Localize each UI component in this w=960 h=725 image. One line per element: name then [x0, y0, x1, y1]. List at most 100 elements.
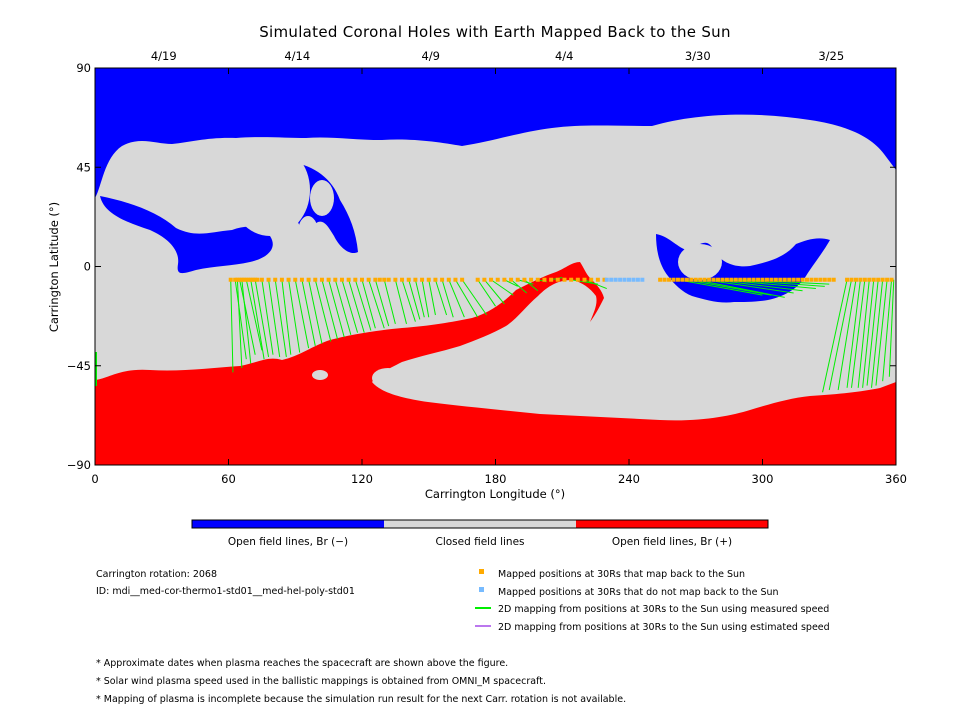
field-line [394, 279, 407, 324]
x-tick-label: 60 [221, 472, 236, 486]
field-line [517, 279, 534, 285]
note-dates: * Approximate dates when plasma reaches … [96, 658, 508, 669]
closed-island-g [678, 244, 722, 280]
date-tick-label: 3/25 [818, 49, 844, 63]
legend-mapped-label: Mapped positions at 30Rs that map back t… [498, 569, 745, 580]
field-line [822, 279, 848, 393]
mapped-point [535, 277, 540, 282]
field-line [401, 279, 416, 322]
mapped-point [326, 277, 331, 282]
field-line [328, 279, 345, 338]
mapped-point [702, 277, 707, 282]
not-mapped-point [627, 277, 631, 282]
mapped-point [420, 277, 425, 282]
field-line [241, 279, 252, 364]
field-line [268, 279, 281, 357]
mapped-point [589, 277, 594, 282]
mapped-point [862, 277, 867, 282]
mapped-point [255, 277, 260, 282]
mapped-point [319, 277, 324, 282]
mapped-point [675, 277, 680, 282]
field-line [677, 279, 763, 296]
mapped-point [849, 277, 854, 282]
mapped-point [733, 277, 738, 282]
field-line [239, 279, 256, 355]
field-line [888, 279, 895, 377]
colorbar-label-negative: Open field lines, Br (−) [228, 536, 348, 548]
field-line [686, 279, 772, 296]
legend: Mapped positions at 30Rs that map back t… [475, 569, 830, 633]
field-line [334, 279, 352, 336]
mapped-point [366, 277, 371, 282]
closed-blob-d [523, 330, 587, 370]
mapped-point [595, 277, 600, 282]
mapped-point [831, 277, 836, 282]
colorbar-open-negative [192, 520, 384, 528]
mapped-point [293, 277, 298, 282]
mapped-point [575, 277, 580, 282]
mapped-point [353, 277, 358, 282]
legend-estimated-label: 2D mapping from positions at 30Rs to the… [498, 622, 830, 633]
field-line [584, 279, 607, 290]
mapped-point [764, 277, 769, 282]
date-tick-label: 3/30 [685, 49, 711, 63]
x-tick-label: 360 [885, 472, 907, 486]
y-tick-label: 45 [76, 160, 91, 174]
field-line [722, 279, 816, 290]
mapped-point [658, 277, 663, 282]
mapped-point [382, 277, 387, 282]
mapped-point [827, 277, 832, 282]
mapped-point [489, 277, 494, 282]
field-line [441, 279, 454, 318]
mapped-point [509, 277, 514, 282]
mapped-point [299, 277, 304, 282]
mapped-point [373, 277, 378, 282]
field-line [731, 279, 825, 287]
mapped-point [239, 277, 244, 282]
field-line [354, 279, 372, 331]
closed-island-a [117, 146, 169, 190]
mapped-point [406, 277, 411, 282]
mapped-point [248, 277, 253, 282]
closed-blob-b [372, 368, 404, 388]
field-line [846, 279, 861, 388]
note-speed-source: * Solar wind plasma speed used in the ba… [96, 676, 546, 687]
x-tick-label: 120 [351, 472, 373, 486]
mapped-point [818, 277, 823, 282]
y-tick-label: −90 [67, 458, 91, 472]
field-line [866, 279, 879, 386]
mapped-point [555, 277, 560, 282]
mapped-point [250, 277, 255, 282]
field-line [348, 279, 365, 333]
mapped-point [760, 277, 765, 282]
field-line [294, 279, 310, 349]
mapped-point [562, 277, 567, 282]
colorbar-open-positive [576, 520, 768, 528]
field-line [428, 279, 436, 316]
mapped-point [796, 277, 801, 282]
closed-island-e [298, 216, 318, 248]
field-line [234, 279, 247, 360]
x-tick-label: 0 [91, 472, 98, 486]
colorbar-frame [191, 519, 769, 529]
mapped-point [707, 277, 712, 282]
mapped-point [689, 277, 694, 282]
mapped-point [313, 277, 318, 282]
open-negative-west-lobe [100, 196, 273, 274]
mapped-point [228, 277, 233, 282]
mapped-point [482, 277, 487, 282]
legend-not-mapped-swatch [479, 587, 484, 592]
mapped-point [542, 277, 547, 282]
mapped-point [747, 277, 752, 282]
mapped-point [805, 277, 809, 282]
mapped-point [720, 277, 725, 282]
plot-area [94, 67, 897, 466]
field-line [261, 279, 274, 355]
y-tick-group: 90 45 0 −45 −90 [67, 61, 896, 472]
mapped-point [845, 277, 850, 282]
date-tick-label: 4/4 [555, 49, 574, 63]
mapped-point [237, 277, 242, 282]
date-tick-group: 4/19 4/14 4/9 4/4 3/30 3/25 [151, 49, 844, 63]
field-line [250, 279, 265, 360]
